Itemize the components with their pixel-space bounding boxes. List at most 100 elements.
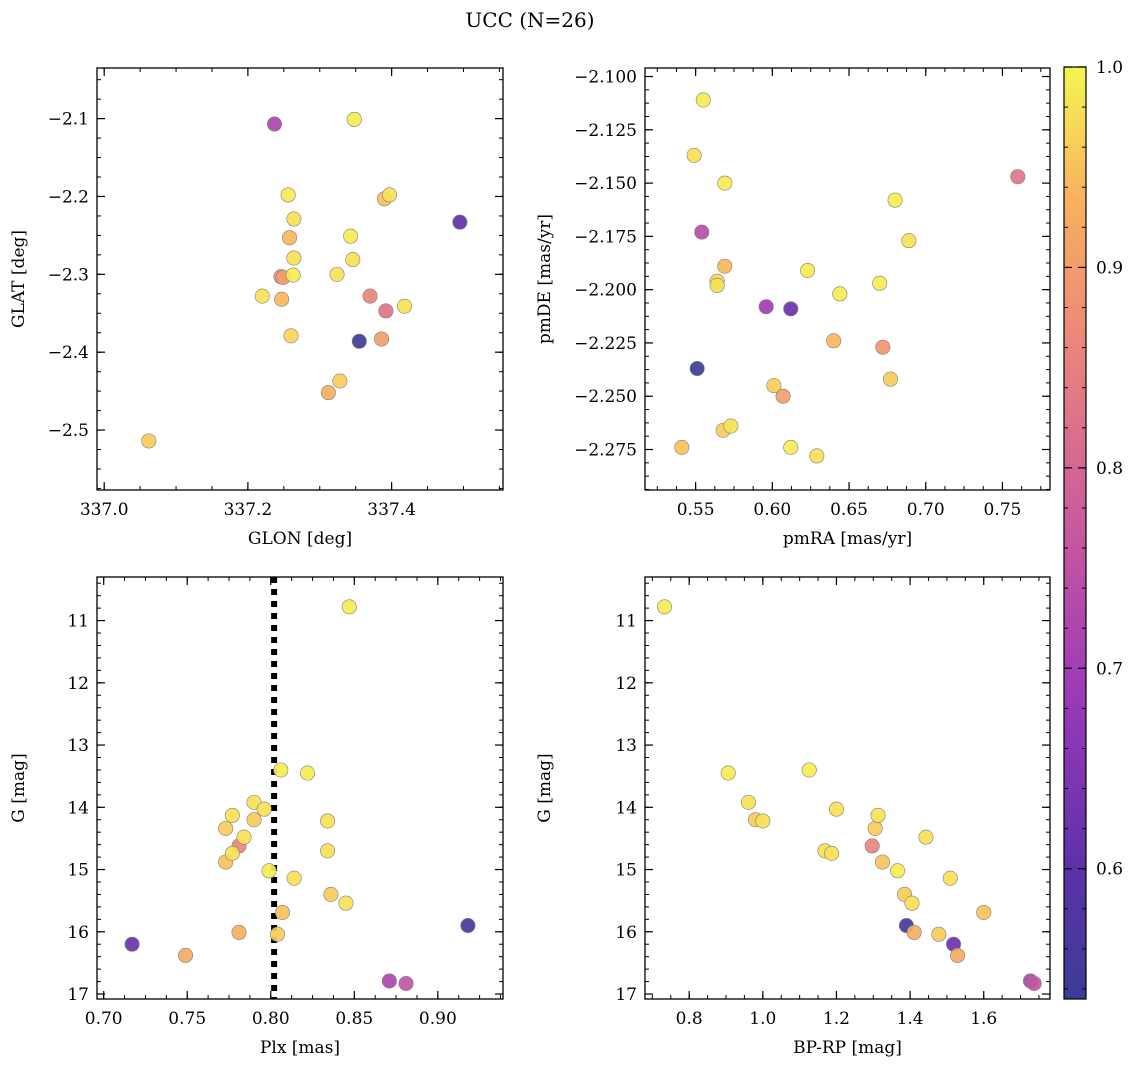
y-tick-label: 11 [67, 612, 89, 632]
x-tick-label: 337.4 [367, 500, 416, 520]
data-point [460, 918, 476, 934]
data-point [178, 947, 194, 963]
data-point [890, 863, 906, 879]
y-tick-label: 13 [67, 736, 89, 756]
data-point [931, 926, 947, 942]
y-tick-label: 11 [615, 612, 637, 632]
data-point [875, 339, 891, 355]
y-tick-label: 14 [67, 798, 89, 818]
y-tick-label: −2.150 [574, 174, 637, 194]
data-point [828, 801, 844, 817]
data-point [686, 147, 702, 163]
data-point [397, 298, 413, 314]
data-point [783, 301, 799, 317]
axes-frame [96, 576, 504, 1000]
data-point [887, 192, 903, 208]
minor-ticks [645, 577, 1050, 999]
data-point [720, 765, 736, 781]
data-point [286, 211, 302, 227]
data-point [976, 904, 992, 920]
axes-frame [96, 67, 504, 491]
y-tick-label: 12 [67, 674, 89, 694]
y-axis-label: pmDE [mas/yr] [535, 214, 555, 344]
colorbar: 0.6 0.7 0.8 0.9 1.0 [1063, 58, 1123, 1000]
y-tick-label: −2.100 [574, 68, 637, 88]
data-point [452, 214, 468, 230]
data-point [674, 439, 690, 455]
data-point [256, 801, 272, 817]
data-point [758, 299, 774, 315]
colorbar-tick-label: 0.8 [1096, 459, 1123, 479]
data-point [864, 838, 880, 854]
y-tick-label: −2.275 [574, 441, 637, 461]
minor-ticks [97, 577, 503, 999]
data-point [246, 812, 262, 828]
data-point [657, 599, 673, 615]
panel-bprp-g: 0.8 1.0 1.2 1.4 1.6 11 12 13 14 15 16 17 BP-RP [mag]… [535, 576, 1051, 1058]
data-point [274, 291, 290, 307]
data-point [218, 820, 234, 836]
data-point [329, 266, 345, 282]
x-tick-label: 0.8 [676, 1009, 703, 1029]
scatter-points [124, 599, 476, 991]
data-point [801, 762, 817, 778]
data-point [269, 926, 285, 942]
minor-ticks [97, 68, 503, 490]
data-point [1026, 975, 1042, 991]
x-axis-label: Plx [mas] [260, 1038, 340, 1058]
data-point [800, 262, 816, 278]
data-point [254, 288, 270, 304]
data-point [870, 807, 886, 823]
x-tick-label: 0.70 [85, 1009, 123, 1029]
colorbar-gradient [1063, 66, 1087, 1000]
x-tick-label: 1.4 [897, 1009, 924, 1029]
data-point [824, 845, 840, 861]
y-tick-label: 17 [615, 985, 637, 1005]
data-point [236, 829, 252, 845]
data-point [343, 228, 359, 244]
y-tick-label: −2.3 [48, 265, 89, 285]
scatter-points [141, 111, 468, 449]
x-tick-label: 1.0 [749, 1009, 776, 1029]
panel-glon-glat: 337.0 337.2 337.4 −2.5 −2.4 −2.3 −2.2 −2.1 GLON … [9, 67, 504, 549]
data-point [320, 385, 336, 401]
x-tick-label: 0.65 [830, 500, 868, 520]
axes-frame [644, 67, 1051, 491]
data-point [783, 439, 799, 455]
colorbar-tick-label: 0.6 [1096, 860, 1123, 880]
data-point [826, 333, 842, 349]
data-point [694, 224, 710, 240]
data-point [261, 863, 277, 879]
x-tick-label: 1.2 [823, 1009, 850, 1029]
data-point [874, 854, 890, 870]
x-tick-label: 0.60 [753, 500, 791, 520]
y-tick-label: 13 [615, 736, 637, 756]
data-point [872, 275, 888, 291]
data-point [224, 807, 240, 823]
scatter-points [657, 599, 1042, 991]
data-point [231, 924, 247, 940]
data-point [942, 870, 958, 886]
data-point [286, 250, 302, 266]
data-point [717, 258, 733, 274]
data-point [755, 813, 771, 829]
data-point [300, 765, 316, 781]
data-point [320, 843, 336, 859]
y-tick-label: −2.225 [574, 334, 637, 354]
data-point [286, 870, 302, 886]
x-tick-label: 0.75 [168, 1009, 206, 1029]
data-point [809, 448, 825, 464]
data-point [224, 845, 240, 861]
y-tick-label: −2.2 [48, 187, 89, 207]
data-point [141, 433, 157, 449]
y-tick-label: −2.4 [48, 343, 89, 363]
data-point [341, 599, 357, 615]
data-point [904, 895, 920, 911]
data-point [338, 895, 354, 911]
minor-ticks [645, 68, 1050, 490]
data-point [901, 233, 917, 249]
data-point [266, 116, 282, 132]
figure-title: UCC (N=26) [465, 8, 595, 32]
x-tick-label: 1.6 [970, 1009, 997, 1029]
